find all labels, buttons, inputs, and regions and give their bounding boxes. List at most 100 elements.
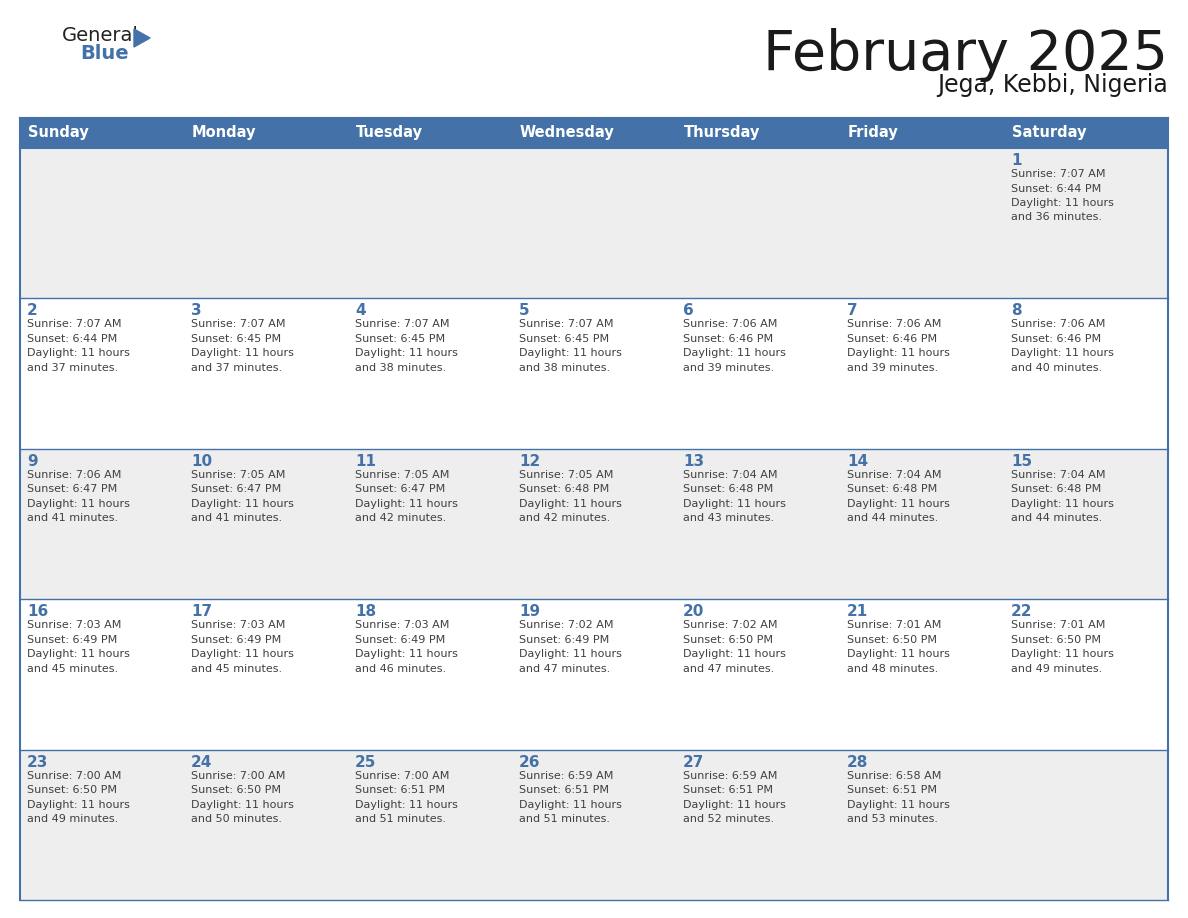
Text: 2: 2 (27, 304, 38, 319)
Text: Sunset: 6:51 PM: Sunset: 6:51 PM (683, 785, 773, 795)
Text: and 41 minutes.: and 41 minutes. (27, 513, 118, 523)
Bar (20, 118, 1168, 148)
Text: Sunrise: 7:04 AM: Sunrise: 7:04 AM (847, 470, 942, 480)
Bar (20, 599, 1168, 750)
Text: Daylight: 11 hours: Daylight: 11 hours (847, 800, 950, 810)
Bar (20, 298, 1168, 449)
Text: Sunrise: 6:59 AM: Sunrise: 6:59 AM (519, 770, 613, 780)
Text: Sunrise: 7:05 AM: Sunrise: 7:05 AM (355, 470, 449, 480)
Text: Sunrise: 7:07 AM: Sunrise: 7:07 AM (519, 319, 613, 330)
Text: Daylight: 11 hours: Daylight: 11 hours (683, 498, 786, 509)
Text: Sunset: 6:47 PM: Sunset: 6:47 PM (355, 485, 446, 494)
Text: 16: 16 (27, 604, 49, 620)
Text: Sunset: 6:50 PM: Sunset: 6:50 PM (191, 785, 282, 795)
Text: Sunset: 6:44 PM: Sunset: 6:44 PM (1011, 184, 1101, 194)
Text: Daylight: 11 hours: Daylight: 11 hours (355, 649, 457, 659)
Text: Sunset: 6:45 PM: Sunset: 6:45 PM (355, 334, 446, 344)
Text: 19: 19 (519, 604, 541, 620)
Text: Sunrise: 7:04 AM: Sunrise: 7:04 AM (1011, 470, 1106, 480)
Text: 12: 12 (519, 453, 541, 469)
Text: 15: 15 (1011, 453, 1032, 469)
Text: and 49 minutes.: and 49 minutes. (27, 814, 119, 824)
Text: 21: 21 (847, 604, 868, 620)
Text: Sunset: 6:45 PM: Sunset: 6:45 PM (519, 334, 609, 344)
Text: and 52 minutes.: and 52 minutes. (683, 814, 775, 824)
Text: Wednesday: Wednesday (520, 126, 614, 140)
Text: Sunrise: 6:58 AM: Sunrise: 6:58 AM (847, 770, 941, 780)
Text: Saturday: Saturday (1012, 126, 1087, 140)
Text: Sunrise: 7:03 AM: Sunrise: 7:03 AM (191, 621, 285, 630)
Text: Daylight: 11 hours: Daylight: 11 hours (847, 498, 950, 509)
Text: Sunrise: 7:05 AM: Sunrise: 7:05 AM (519, 470, 613, 480)
Text: Sunrise: 7:07 AM: Sunrise: 7:07 AM (27, 319, 121, 330)
Text: Daylight: 11 hours: Daylight: 11 hours (355, 349, 457, 358)
Text: Sunrise: 6:59 AM: Sunrise: 6:59 AM (683, 770, 777, 780)
Bar (20, 449, 1168, 599)
Text: and 50 minutes.: and 50 minutes. (191, 814, 282, 824)
Text: 18: 18 (355, 604, 377, 620)
Text: Friday: Friday (848, 126, 899, 140)
Text: Daylight: 11 hours: Daylight: 11 hours (519, 498, 621, 509)
Text: Sunset: 6:48 PM: Sunset: 6:48 PM (847, 485, 937, 494)
Bar (20, 148, 1168, 298)
Text: 22: 22 (1011, 604, 1032, 620)
Text: Sunday: Sunday (29, 126, 89, 140)
Text: and 37 minutes.: and 37 minutes. (27, 363, 118, 373)
Text: 7: 7 (847, 304, 858, 319)
Text: Daylight: 11 hours: Daylight: 11 hours (27, 800, 129, 810)
Text: Sunset: 6:46 PM: Sunset: 6:46 PM (683, 334, 773, 344)
Text: Sunrise: 7:06 AM: Sunrise: 7:06 AM (27, 470, 121, 480)
Text: and 39 minutes.: and 39 minutes. (847, 363, 939, 373)
Text: Daylight: 11 hours: Daylight: 11 hours (355, 800, 457, 810)
Text: and 44 minutes.: and 44 minutes. (1011, 513, 1102, 523)
Text: 24: 24 (191, 755, 213, 769)
Text: Daylight: 11 hours: Daylight: 11 hours (27, 498, 129, 509)
Text: 1: 1 (1011, 153, 1022, 168)
Text: 9: 9 (27, 453, 38, 469)
Text: Sunrise: 7:06 AM: Sunrise: 7:06 AM (1011, 319, 1105, 330)
Text: 5: 5 (519, 304, 530, 319)
Text: Sunrise: 7:02 AM: Sunrise: 7:02 AM (519, 621, 613, 630)
Text: Sunrise: 7:00 AM: Sunrise: 7:00 AM (191, 770, 285, 780)
Text: Sunset: 6:50 PM: Sunset: 6:50 PM (1011, 634, 1101, 644)
Text: 28: 28 (847, 755, 868, 769)
Text: and 41 minutes.: and 41 minutes. (191, 513, 282, 523)
Text: Daylight: 11 hours: Daylight: 11 hours (519, 649, 621, 659)
Text: 13: 13 (683, 453, 704, 469)
Text: Daylight: 11 hours: Daylight: 11 hours (519, 800, 621, 810)
Text: Sunrise: 7:01 AM: Sunrise: 7:01 AM (1011, 621, 1105, 630)
Text: and 45 minutes.: and 45 minutes. (191, 664, 282, 674)
Text: 4: 4 (355, 304, 366, 319)
Text: and 39 minutes.: and 39 minutes. (683, 363, 775, 373)
Text: Sunset: 6:50 PM: Sunset: 6:50 PM (683, 634, 773, 644)
Text: and 36 minutes.: and 36 minutes. (1011, 212, 1102, 222)
Text: Daylight: 11 hours: Daylight: 11 hours (355, 498, 457, 509)
Bar (20, 750, 1168, 900)
Text: 8: 8 (1011, 304, 1022, 319)
Text: Daylight: 11 hours: Daylight: 11 hours (519, 349, 621, 358)
Text: Sunrise: 7:06 AM: Sunrise: 7:06 AM (847, 319, 941, 330)
Text: Daylight: 11 hours: Daylight: 11 hours (191, 649, 293, 659)
Text: and 48 minutes.: and 48 minutes. (847, 664, 939, 674)
Text: Sunset: 6:48 PM: Sunset: 6:48 PM (1011, 485, 1101, 494)
Text: and 38 minutes.: and 38 minutes. (519, 363, 611, 373)
Text: Sunset: 6:48 PM: Sunset: 6:48 PM (519, 485, 609, 494)
Text: Tuesday: Tuesday (356, 126, 423, 140)
Text: 6: 6 (683, 304, 694, 319)
Text: 17: 17 (191, 604, 213, 620)
Text: Sunrise: 7:05 AM: Sunrise: 7:05 AM (191, 470, 285, 480)
Text: Daylight: 11 hours: Daylight: 11 hours (683, 349, 786, 358)
Text: Daylight: 11 hours: Daylight: 11 hours (191, 498, 293, 509)
Text: Daylight: 11 hours: Daylight: 11 hours (847, 349, 950, 358)
Text: Daylight: 11 hours: Daylight: 11 hours (1011, 649, 1114, 659)
Text: Sunset: 6:46 PM: Sunset: 6:46 PM (847, 334, 937, 344)
Text: Sunrise: 7:02 AM: Sunrise: 7:02 AM (683, 621, 777, 630)
Text: and 42 minutes.: and 42 minutes. (519, 513, 611, 523)
Polygon shape (134, 29, 150, 47)
Text: and 47 minutes.: and 47 minutes. (519, 664, 611, 674)
Text: 10: 10 (191, 453, 213, 469)
Text: and 42 minutes.: and 42 minutes. (355, 513, 447, 523)
Text: Sunrise: 7:00 AM: Sunrise: 7:00 AM (355, 770, 449, 780)
Text: Sunrise: 7:03 AM: Sunrise: 7:03 AM (355, 621, 449, 630)
Text: Sunset: 6:48 PM: Sunset: 6:48 PM (683, 485, 773, 494)
